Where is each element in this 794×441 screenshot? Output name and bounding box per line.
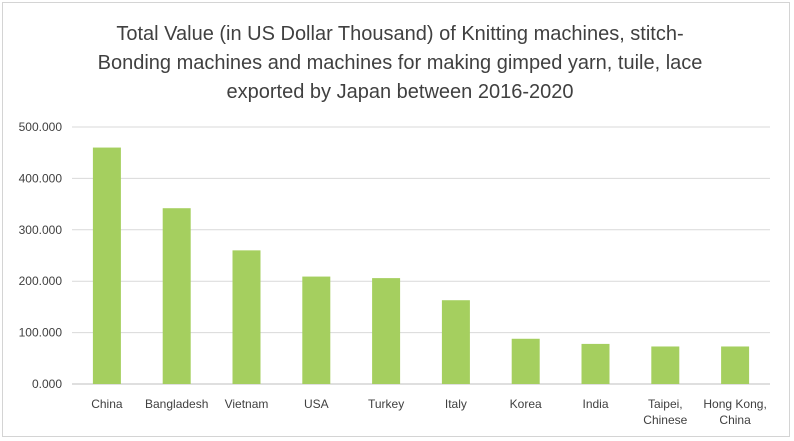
bar xyxy=(441,300,470,384)
chart-title: Total Value (in US Dollar Thousand) of K… xyxy=(40,20,760,107)
bar xyxy=(232,250,261,384)
chart-title-line-3: exported by Japan between 2016-2020 xyxy=(226,81,574,103)
x-tick-label: China xyxy=(91,397,123,411)
y-tick-label: 100.000 xyxy=(19,326,63,340)
chart-title-line-1: Total Value (in US Dollar Thousand) of K… xyxy=(116,23,684,45)
bar xyxy=(162,208,191,384)
bar xyxy=(372,278,401,384)
y-tick-label: 400.000 xyxy=(19,171,63,185)
x-axis-labels: China Bangladesh Vietnam USA Turkey Italy Kore… xyxy=(91,397,767,427)
bar xyxy=(721,346,750,384)
x-tick-label: Korea xyxy=(510,397,542,411)
x-tick-label: USA xyxy=(304,397,329,411)
y-axis-labels: 0.000 100.000 200.000 300.000 400.000 500.000 xyxy=(19,120,63,391)
bar xyxy=(302,276,331,384)
x-tick-label: Bangladesh xyxy=(145,397,208,411)
y-tick-label: 0.000 xyxy=(32,377,62,391)
chart-title-line-2: Bonding machines and machines for making… xyxy=(97,52,703,74)
bar xyxy=(651,346,680,384)
bar xyxy=(581,343,610,384)
bars-layer xyxy=(92,147,750,384)
x-tick-label: India xyxy=(582,397,608,411)
bar xyxy=(511,338,540,384)
x-tick-label: Vietnam xyxy=(225,397,269,411)
y-tick-label: 300.000 xyxy=(19,223,63,237)
bar xyxy=(92,147,121,384)
x-tick-label: Italy xyxy=(445,397,467,411)
x-tick-label: Turkey xyxy=(368,397,404,411)
x-tick-label: Hong Kong, China xyxy=(703,397,766,427)
x-tick-label: Taipei, Chinese xyxy=(643,397,687,427)
y-tick-label: 500.000 xyxy=(19,120,63,134)
y-tick-label: 200.000 xyxy=(19,274,63,288)
